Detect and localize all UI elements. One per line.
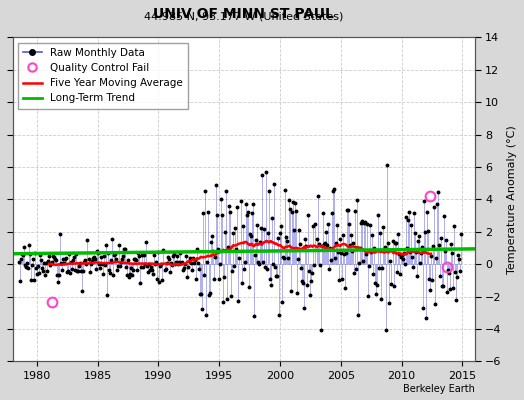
Legend: Raw Monthly Data, Quality Control Fail, Five Year Moving Average, Long-Term Tren: Raw Monthly Data, Quality Control Fail, … bbox=[18, 42, 188, 109]
Y-axis label: Temperature Anomaly (°C): Temperature Anomaly (°C) bbox=[507, 125, 517, 274]
Title: UNIV OF MINN ST PAUL: UNIV OF MINN ST PAUL bbox=[153, 7, 334, 21]
Text: Berkeley Earth: Berkeley Earth bbox=[403, 384, 475, 394]
Text: 44.985 N, 93.177 W (United States): 44.985 N, 93.177 W (United States) bbox=[144, 11, 343, 21]
